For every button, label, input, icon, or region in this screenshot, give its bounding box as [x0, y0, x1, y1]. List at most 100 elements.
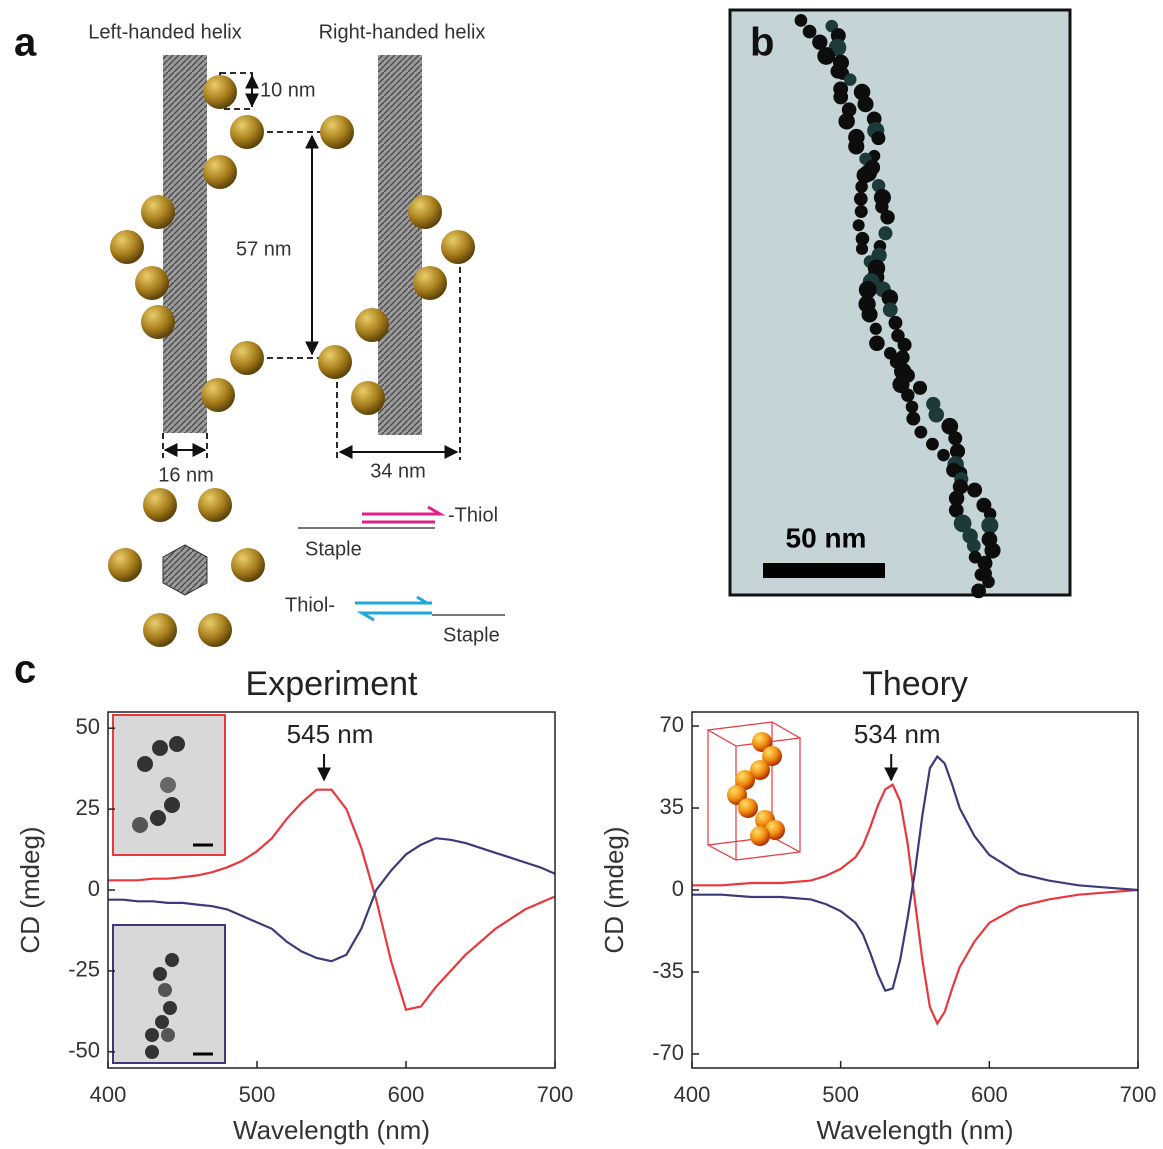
tem-particle [853, 83, 871, 101]
tem-particle [888, 315, 903, 330]
tem-particle [855, 231, 870, 246]
tem-particle [948, 431, 963, 446]
tem-particle [871, 178, 886, 193]
x-tick-label: 600 [971, 1082, 1008, 1107]
strand-label: -Thiol [448, 504, 498, 526]
series-line [108, 788, 556, 1011]
scale-bar-label: 50 nm [786, 522, 867, 553]
scale-bar [763, 563, 885, 578]
dimension-arrows [163, 74, 459, 459]
dimension-label: 16 nm [158, 464, 214, 486]
series-line [108, 837, 556, 963]
tem-particle [953, 514, 972, 533]
tem-particle [914, 425, 928, 439]
gold-particles [108, 75, 475, 647]
tem-particle [912, 380, 928, 395]
tem-particle [971, 583, 986, 599]
gold-particle [203, 155, 237, 189]
tem-particle [937, 448, 950, 462]
y-tick-label: 0 [672, 876, 684, 901]
tem-particle [817, 47, 836, 65]
tem-particle [844, 73, 857, 86]
x-tick-label: 500 [822, 1082, 859, 1107]
gold-particle [203, 75, 237, 109]
tem-particle [906, 411, 921, 426]
x-tick-label: 700 [537, 1082, 574, 1107]
tem-image [728, 8, 1072, 597]
origami-rod [378, 55, 422, 435]
gold-particle [320, 115, 354, 149]
tem-particle [875, 200, 889, 214]
y-tick-label: -35 [652, 958, 684, 983]
y-axis-label: CD (mdeg) [599, 826, 629, 953]
series-line [692, 782, 1139, 1026]
right-helix-title: Right-handed helix [319, 21, 486, 43]
tem-particle [982, 575, 995, 589]
tem-particle [897, 337, 912, 352]
strand-label: Staple [443, 624, 500, 646]
x-tick-label: 700 [1120, 1082, 1157, 1107]
x-tick-label: 600 [388, 1082, 425, 1107]
y-tick-label: -50 [68, 1038, 100, 1063]
tem-particle [838, 113, 855, 130]
tem-particle [869, 335, 885, 352]
inset-experiment [112, 714, 226, 1064]
y-tick-label: -25 [68, 957, 100, 982]
y-tick-label: -70 [652, 1040, 684, 1065]
tem-particle [794, 14, 808, 27]
series-line [692, 754, 1139, 993]
tem-particle [901, 388, 915, 402]
tem-particle [949, 443, 966, 459]
tem-particle [848, 138, 865, 155]
y-tick-label: 35 [660, 794, 684, 819]
x-axis-label: Wavelength (nm) [233, 1115, 430, 1145]
annotation: 534 nm [854, 719, 941, 749]
tem-particle [984, 542, 1001, 559]
gold-particle [231, 548, 265, 582]
x-tick-label: 400 [90, 1082, 127, 1107]
tem-particle [833, 89, 849, 105]
tem-particle [854, 205, 868, 218]
gold-particle [230, 341, 264, 375]
gold-particle [413, 266, 447, 300]
y-tick-label: 70 [660, 712, 684, 737]
annotation: 545 nm [287, 719, 374, 749]
x-tick-label: 400 [674, 1082, 711, 1107]
tem-particle [878, 226, 893, 241]
tem-particle [802, 24, 817, 39]
panel-label: b [750, 21, 774, 65]
tem-particle [948, 502, 964, 518]
gold-particle [355, 308, 389, 342]
strand-label: Thiol- [285, 594, 335, 616]
tem-particle [948, 490, 965, 506]
inset-theory [706, 721, 802, 861]
gold-particle [141, 305, 175, 339]
panel-b: b 50 nm [728, 8, 1072, 599]
gold-particle [318, 345, 352, 379]
gold-particle [141, 195, 175, 229]
strand-label: Staple [305, 538, 362, 560]
y-tick-label: 50 [76, 714, 100, 739]
tem-particle [869, 322, 882, 335]
tem-particle [882, 302, 898, 318]
gold-particle [135, 266, 169, 300]
gold-particle [351, 381, 385, 415]
gold-particle [143, 488, 177, 522]
dimension-label: 10 nm [260, 79, 316, 101]
gold-particle [408, 195, 442, 229]
y-tick-label: 0 [88, 876, 100, 901]
left-helix-title: Left-handed helix [88, 21, 241, 43]
tem-particle [880, 210, 895, 225]
gold-particle [201, 378, 235, 412]
tem-particle [861, 306, 878, 323]
dimension-label: 57 nm [236, 238, 292, 260]
tem-particle [812, 34, 828, 50]
gold-particle [230, 115, 264, 149]
tem-particle [905, 400, 919, 414]
tem-particle [857, 96, 874, 113]
panel-label: a [14, 21, 37, 65]
y-axis-label: CD (mdeg) [15, 826, 45, 953]
origami-rod [163, 55, 207, 433]
